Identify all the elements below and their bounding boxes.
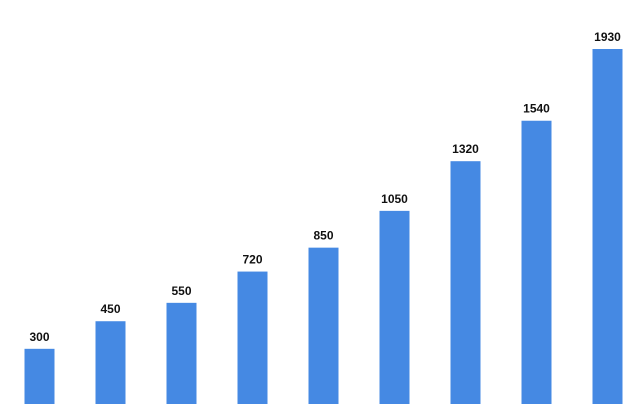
data-label: 720	[242, 253, 262, 267]
data-label: 850	[313, 229, 333, 243]
bar	[166, 302, 197, 404]
bar	[24, 348, 55, 404]
bar	[237, 271, 268, 404]
data-label: 1930	[594, 30, 621, 44]
data-label: 1540	[523, 102, 550, 116]
data-label: 1320	[452, 142, 479, 156]
bar	[308, 247, 339, 404]
data-label: 300	[29, 330, 49, 344]
bar	[592, 49, 623, 404]
data-label: 450	[100, 302, 120, 316]
data-label: 1050	[381, 192, 408, 206]
bar	[450, 161, 481, 404]
data-label: 550	[171, 284, 191, 298]
bar	[521, 120, 552, 404]
bar	[95, 321, 126, 404]
bar	[379, 210, 410, 404]
